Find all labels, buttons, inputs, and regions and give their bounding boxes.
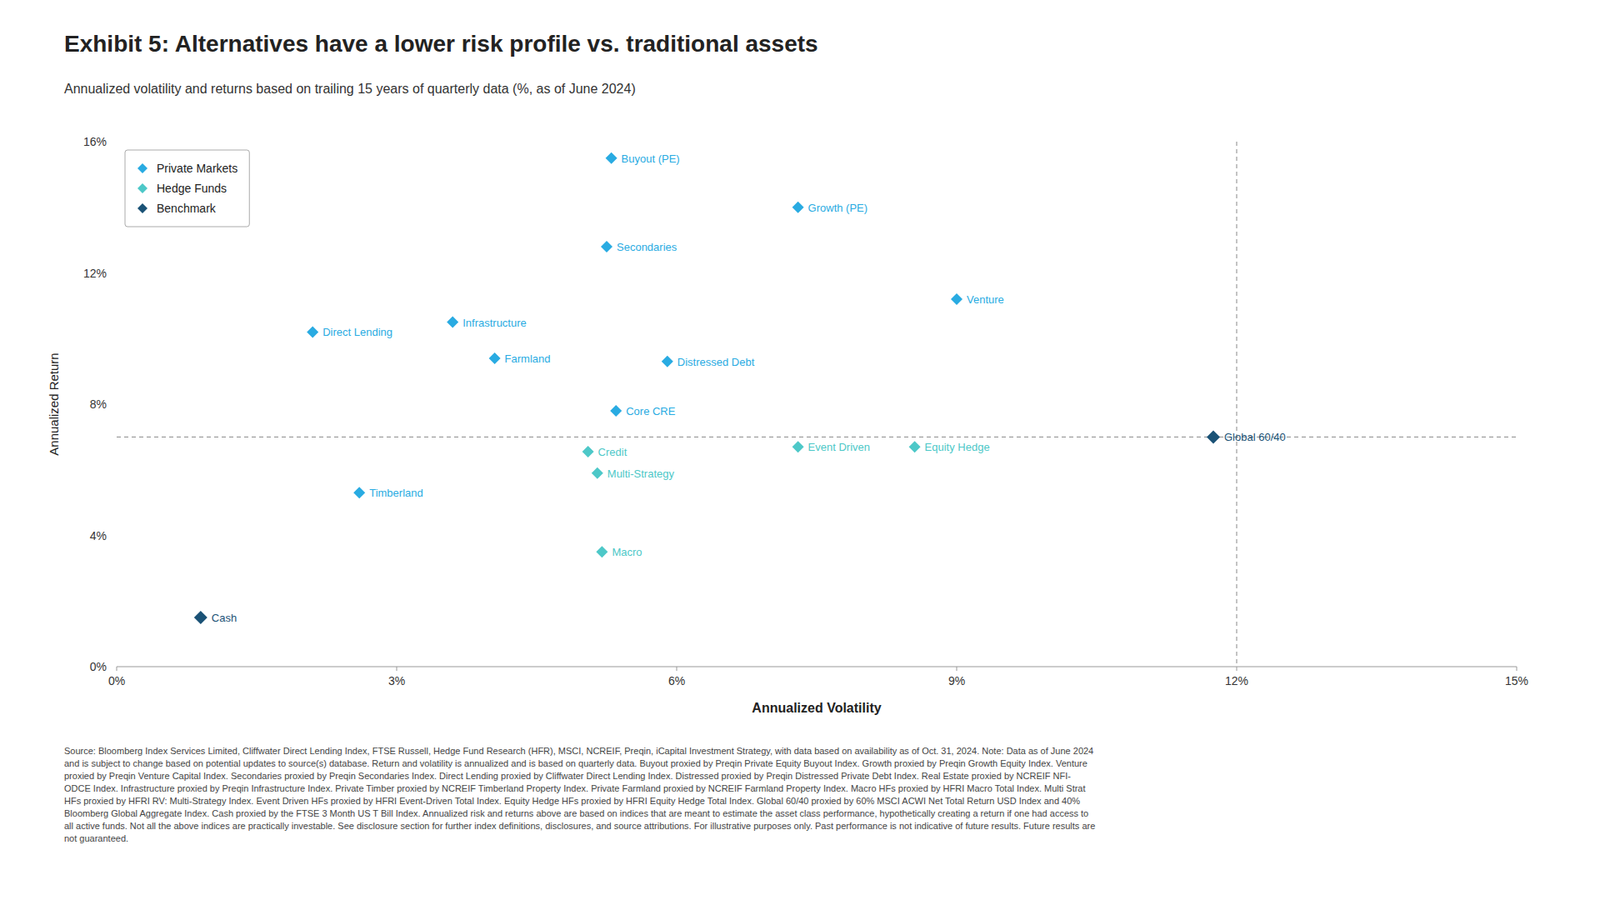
point-label: Credit bbox=[598, 445, 628, 459]
x-tick-label: 12% bbox=[1225, 674, 1249, 688]
axes: 0% 3% 6% 9% 12% 15% 0% 4% 8% 12% 16% Annualized Vol… bbox=[46, 135, 1529, 715]
x-tick bbox=[1236, 666, 1238, 671]
data-point bbox=[595, 545, 608, 558]
legend-label: Private Markets bbox=[156, 161, 238, 175]
x-tick bbox=[676, 666, 678, 671]
data-point bbox=[194, 610, 208, 625]
footnote-line: Source: Bloomberg Index Services Limited… bbox=[64, 745, 1094, 756]
point-label: Timberland bbox=[369, 486, 424, 500]
point-label: Secondaries bbox=[616, 240, 678, 254]
footnote-line: not guaranteed. bbox=[64, 833, 129, 844]
legend: Private Markets Hedge Funds Benchmark bbox=[125, 150, 250, 227]
point-label: Venture bbox=[966, 293, 1005, 306]
title: Exhibit 5: Alternatives have a lower ris… bbox=[64, 30, 819, 57]
footnote-line: Bloomberg Global Aggregate Index. Cash p… bbox=[64, 808, 1089, 819]
y-tick-label: 8% bbox=[90, 397, 107, 411]
data-point bbox=[1206, 430, 1220, 444]
x-tick bbox=[116, 666, 118, 671]
footnote-line: ODCE Index. Infrastructure proxied by Pr… bbox=[64, 783, 1086, 794]
data-point bbox=[950, 293, 963, 305]
legend-label: Hedge Funds bbox=[156, 181, 227, 195]
point-label: Core CRE bbox=[625, 405, 676, 418]
x-tick bbox=[396, 666, 398, 671]
point-label: Macro bbox=[611, 545, 642, 559]
data-point bbox=[600, 240, 613, 253]
x-axis-label: Annualized Volatility bbox=[751, 700, 881, 715]
y-tick-label: 0% bbox=[90, 660, 107, 674]
footnote-line: proxied by Preqin Venture Capital Index.… bbox=[64, 770, 1071, 781]
x-tick bbox=[1516, 666, 1518, 671]
marks bbox=[116, 141, 1517, 667]
x-tick bbox=[956, 666, 958, 671]
point-label: Direct Lending bbox=[322, 325, 393, 339]
x-axis-line bbox=[116, 666, 1517, 668]
data-point bbox=[591, 467, 604, 480]
y-tick-label: 12% bbox=[83, 266, 107, 280]
background bbox=[0, 0, 1600, 900]
legend-marker bbox=[137, 183, 148, 194]
legend-marker bbox=[137, 203, 148, 214]
point-label: Global 60/40 bbox=[1224, 430, 1286, 444]
legend-marker bbox=[137, 163, 148, 174]
data-point bbox=[605, 152, 618, 165]
point-label: Growth (PE) bbox=[808, 201, 869, 215]
point-label: Infrastructure bbox=[462, 316, 527, 330]
point-label: Equity Hedge bbox=[925, 440, 990, 454]
reference-line-vertical bbox=[1236, 141, 1238, 667]
footnote-line: all active funds. Not all the above indi… bbox=[64, 820, 1095, 831]
y-axis-label: Annualized Return bbox=[46, 352, 61, 455]
chart: Exhibit 5: Alternatives have a lower ris… bbox=[0, 0, 1600, 900]
x-tick-label: 3% bbox=[388, 674, 405, 688]
legend-box bbox=[125, 150, 250, 227]
x-tick-label: 9% bbox=[948, 674, 965, 688]
data-point bbox=[792, 201, 805, 214]
point-labels: Buyout (PE) Growth (PE) Secondaries Venture… bbox=[211, 152, 1286, 625]
data-point bbox=[446, 316, 459, 329]
footnote-line: HFs proxied by HFRI RV: Multi-Strategy I… bbox=[64, 795, 1080, 806]
legend-label: Benchmark bbox=[156, 201, 217, 215]
footnote-line: and is subject to change based on potent… bbox=[64, 758, 1088, 769]
point-label: Farmland bbox=[505, 352, 551, 365]
x-tick-label: 0% bbox=[108, 674, 125, 688]
data-point bbox=[909, 440, 921, 453]
data-point bbox=[582, 445, 595, 458]
y-tick-label: 16% bbox=[83, 135, 107, 149]
x-tick-label: 15% bbox=[1505, 674, 1529, 688]
point-label: Cash bbox=[211, 611, 237, 625]
data-point bbox=[661, 355, 674, 368]
reference-line-horizontal bbox=[116, 436, 1517, 438]
subtitle: Annualized volatility and returns based … bbox=[64, 81, 636, 96]
footnote: Source: Bloomberg Index Services Limited… bbox=[64, 745, 1095, 844]
point-label: Buyout (PE) bbox=[621, 152, 680, 165]
data-point bbox=[489, 352, 501, 365]
data-point bbox=[353, 486, 365, 499]
point-label: Distressed Debt bbox=[677, 355, 755, 369]
point-label: Event Driven bbox=[808, 440, 870, 454]
point-label: Multi-Strategy bbox=[607, 467, 675, 480]
x-tick-label: 6% bbox=[668, 674, 685, 688]
data-point bbox=[306, 325, 319, 338]
data-point bbox=[610, 405, 622, 417]
data-point bbox=[792, 440, 805, 453]
y-tick-label: 4% bbox=[90, 529, 107, 543]
